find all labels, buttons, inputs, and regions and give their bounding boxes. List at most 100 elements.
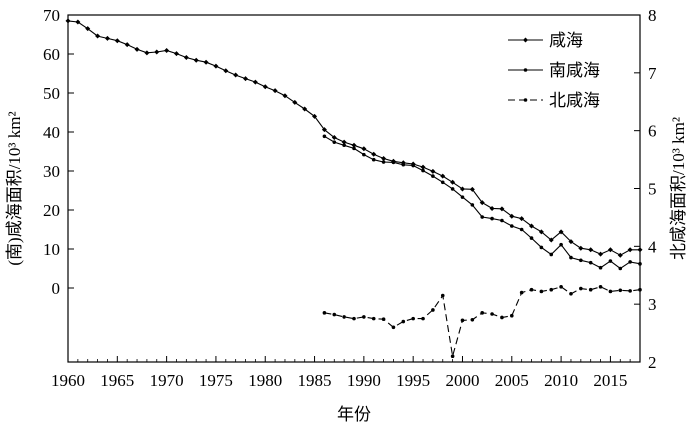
y-left-tick-label: 40: [43, 123, 60, 142]
data-point-1: [173, 51, 179, 57]
data-point-2: [391, 160, 396, 165]
data-point-1: [617, 252, 623, 258]
y-right-tick-label: 3: [648, 295, 657, 314]
y-left-tick-label: 70: [43, 6, 60, 25]
data-point-1: [282, 93, 288, 99]
x-tick-label: 1990: [347, 371, 381, 390]
data-point-1: [568, 239, 574, 245]
data-point-2: [332, 140, 337, 144]
data-point-1: [430, 168, 436, 174]
data-point-3: [371, 316, 376, 321]
data-point-2: [450, 187, 455, 191]
y-left-tick-label: 50: [43, 84, 60, 103]
x-tick-label: 2005: [495, 371, 529, 390]
data-point-3: [529, 287, 534, 292]
data-point-2: [460, 195, 465, 199]
data-point-1: [538, 229, 544, 235]
y-left-tick-label: 20: [43, 201, 60, 220]
data-point-2: [628, 260, 632, 264]
y-axis-left: 0 10 20 30 40 50 60 70: [43, 6, 74, 298]
data-point-2: [342, 143, 346, 148]
data-point-1: [459, 186, 465, 192]
data-point-2: [588, 260, 593, 265]
data-point-1: [65, 18, 71, 24]
data-point-3: [431, 308, 435, 312]
data-point-1: [529, 223, 535, 229]
data-point-1: [450, 179, 456, 185]
data-point-1: [607, 247, 613, 253]
data-point-3: [391, 325, 396, 330]
data-point-3: [421, 316, 425, 321]
y-right-tick-label: 8: [648, 6, 657, 25]
data-point-3: [549, 287, 554, 292]
data-point-1: [233, 72, 239, 78]
data-point-1: [381, 156, 387, 162]
data-point-2: [618, 266, 623, 271]
data-point-1: [489, 205, 495, 211]
data-point-3: [352, 316, 356, 321]
data-point-1: [588, 247, 594, 253]
series-line-3: [324, 286, 641, 357]
data-point-1: [361, 146, 367, 152]
data-point-2: [440, 180, 445, 185]
data-point-3: [322, 311, 327, 315]
data-point-2: [509, 224, 514, 228]
data-point-3: [559, 285, 563, 289]
data-point-3: [628, 289, 632, 293]
data-point-1: [371, 151, 377, 157]
data-point-3: [332, 312, 337, 317]
data-point-1: [351, 142, 357, 148]
y-right-tick-label: 4: [648, 237, 657, 256]
y-right-tick-label: 2: [648, 353, 657, 372]
x-tick-label: 1975: [199, 371, 233, 390]
data-point-3: [490, 312, 494, 316]
data-point-1: [203, 59, 209, 65]
data-point-1: [321, 127, 327, 133]
y-left-tick-label: 0: [52, 279, 61, 298]
data-point-3: [470, 317, 475, 322]
data-point-3: [598, 285, 603, 289]
data-point-2: [490, 216, 494, 221]
data-point-2: [598, 265, 603, 270]
y-right-tick-label: 6: [648, 122, 657, 141]
data-point-3: [539, 289, 544, 294]
data-point-1: [85, 26, 91, 32]
data-point-1: [104, 35, 110, 41]
data-point-1: [213, 63, 219, 69]
y-left-tick-label: 60: [43, 45, 60, 64]
y-axis-left-title: (南)咸海面积/10³ km²: [5, 111, 24, 265]
series-layer: [65, 18, 643, 359]
data-point-1: [114, 38, 120, 44]
data-point-1: [440, 173, 446, 179]
data-point-1: [144, 50, 150, 56]
x-axis: 1960 1965 1970 1975 1980 1985 1990 1995 2000 2005…: [51, 356, 641, 390]
data-point-1: [469, 186, 475, 192]
x-tick-label: 1995: [396, 371, 430, 390]
data-point-2: [362, 152, 366, 157]
data-point-2: [322, 134, 327, 139]
data-point-1: [75, 19, 81, 25]
y-axis-right-title: 北咸海面积/10³ km²: [669, 117, 688, 260]
data-point-1: [302, 106, 308, 112]
data-point-1: [252, 79, 258, 85]
legend-label-2: 南咸海: [549, 61, 600, 80]
x-axis-title: 年份: [337, 405, 371, 424]
data-point-1: [95, 33, 101, 39]
y-right-tick-label: 7: [648, 64, 657, 83]
data-point-1: [598, 251, 604, 257]
data-point-2: [371, 157, 376, 162]
legend-label-1: 咸海: [549, 31, 583, 50]
data-point-1: [420, 164, 426, 170]
data-point-1: [154, 49, 160, 55]
data-point-3: [362, 315, 366, 319]
data-point-1: [124, 42, 130, 48]
x-tick-label: 1985: [298, 371, 332, 390]
x-tick-label: 1970: [150, 371, 184, 390]
data-point-3: [638, 287, 642, 292]
data-point-1: [243, 76, 249, 82]
legend-marker-2: [523, 68, 528, 72]
data-point-3: [500, 315, 504, 320]
data-point-2: [421, 168, 425, 173]
